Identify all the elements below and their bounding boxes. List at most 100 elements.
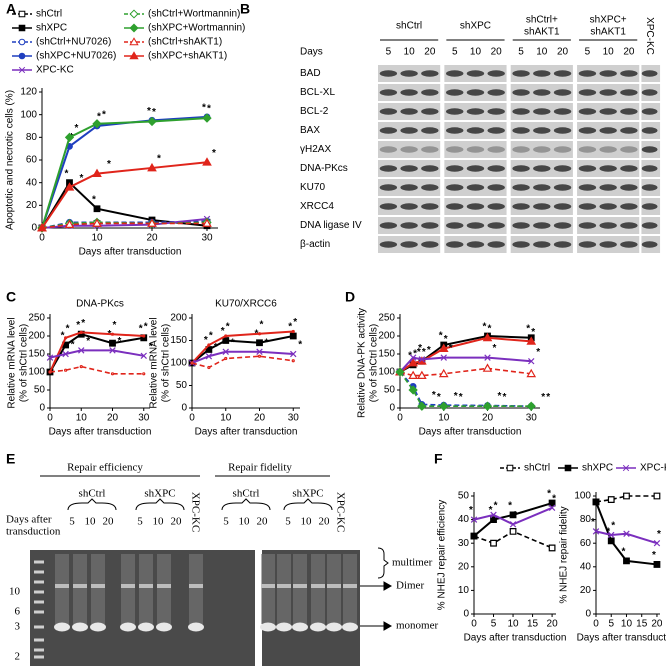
- blot-band: [553, 222, 572, 229]
- blot-days-label: Days: [300, 47, 323, 58]
- marker: [440, 354, 447, 361]
- blot-band: [487, 108, 505, 115]
- legend-marker: [129, 23, 139, 33]
- blot-band: [446, 241, 464, 248]
- gel-band-label: Dimer: [396, 580, 424, 592]
- y-tick-label: 250: [378, 313, 395, 324]
- marker: [92, 168, 102, 177]
- legend-label: (shCtrl+NU7026): [36, 37, 111, 48]
- y-tick-label: 40: [26, 177, 38, 188]
- blot-band: [553, 165, 572, 172]
- marker: [62, 350, 69, 358]
- marker: [110, 372, 115, 376]
- legend-marker: [564, 464, 572, 472]
- blot-band: [466, 89, 485, 96]
- significance-star: *: [552, 493, 556, 504]
- blot-band: [641, 203, 658, 210]
- blot-band: [620, 203, 638, 210]
- significance-star: *: [231, 337, 235, 348]
- legend-label: (shXPC+Wortmannin): [148, 23, 245, 34]
- marker: [92, 218, 102, 227]
- y-tick-label: 100: [378, 367, 395, 378]
- panel-label: B: [240, 1, 250, 17]
- marker: [653, 539, 661, 547]
- blot-band: [466, 165, 485, 172]
- blot-band: [487, 165, 505, 172]
- y-axis-label: % NHEJ repair efficiency: [437, 500, 448, 610]
- blot-day: 20: [623, 47, 635, 58]
- gel-band-dimer: [293, 584, 307, 588]
- legend-marker: [129, 51, 139, 60]
- blot-band: [553, 241, 572, 248]
- blot-band: [578, 222, 597, 229]
- gel-band-monomer: [276, 622, 292, 632]
- marker: [142, 372, 146, 376]
- marker: [64, 336, 68, 340]
- gel-band-dimer: [91, 584, 105, 588]
- significance-star: *: [147, 106, 151, 117]
- blot-band: [446, 222, 464, 229]
- blot-band: [466, 146, 485, 153]
- gel-smear: [261, 554, 275, 624]
- marker: [48, 370, 52, 374]
- x-axis-label: Days after transduction: [195, 427, 298, 438]
- marker: [140, 352, 147, 360]
- marker: [408, 385, 418, 395]
- ladder-band: [34, 600, 44, 604]
- y-tick-label: 0: [39, 403, 45, 414]
- legend-marker: [18, 52, 26, 60]
- panel-label: F: [434, 451, 443, 467]
- marker: [190, 361, 194, 365]
- blot-band: [512, 89, 530, 96]
- gel-smear: [73, 554, 87, 624]
- significance-star: *: [66, 323, 70, 334]
- significance-star: *: [75, 123, 79, 134]
- blot-band: [400, 127, 418, 134]
- marker: [439, 401, 449, 411]
- x-tick-label: 20: [547, 619, 559, 630]
- x-tick-label: 10: [621, 619, 633, 630]
- blot-band: [379, 70, 398, 77]
- legend-label: shCtrl: [36, 9, 62, 20]
- y-tick-label: 150: [378, 349, 395, 360]
- blot-band: [578, 165, 597, 172]
- blot-band: [512, 184, 530, 191]
- marker: [92, 119, 102, 129]
- gel-day: 20: [171, 516, 183, 528]
- marker: [482, 332, 493, 342]
- blot-band: [466, 203, 485, 210]
- ladder-band: [34, 580, 44, 584]
- significance-star: *: [71, 340, 75, 351]
- gel-day: 10: [301, 516, 313, 528]
- gel-smear: [55, 554, 69, 624]
- ladder-band: [34, 560, 44, 564]
- blot-band: [379, 127, 398, 134]
- gel-arrows: [360, 547, 393, 631]
- y-axis-label: Relative mRNA level: [7, 317, 18, 408]
- gel-band-monomer: [326, 622, 342, 632]
- series-line: [473, 506, 553, 526]
- blot-band: [512, 203, 530, 210]
- gel-band-monomer: [188, 622, 204, 632]
- significance-star: *: [212, 148, 216, 159]
- gel-smear: [343, 554, 357, 624]
- marker: [147, 116, 157, 127]
- blot-band: [641, 127, 658, 134]
- blot-row-label: XRCC4: [300, 201, 334, 212]
- significance-star: *: [298, 340, 302, 351]
- blot-band: [620, 184, 638, 191]
- significance-star: *: [92, 194, 96, 205]
- marker: [395, 367, 405, 377]
- gel-smear: [91, 554, 105, 624]
- blot-band: [487, 70, 505, 77]
- marker: [46, 354, 54, 361]
- legend-marker: [129, 9, 139, 19]
- axis: [41, 88, 218, 229]
- significance-star: *: [459, 392, 463, 403]
- blot-band: [641, 108, 658, 115]
- y-tick-label: 0: [389, 403, 395, 414]
- blot-band: [400, 146, 418, 153]
- blot-band: [599, 146, 617, 153]
- marker: [607, 496, 615, 503]
- blot-band: [533, 70, 551, 77]
